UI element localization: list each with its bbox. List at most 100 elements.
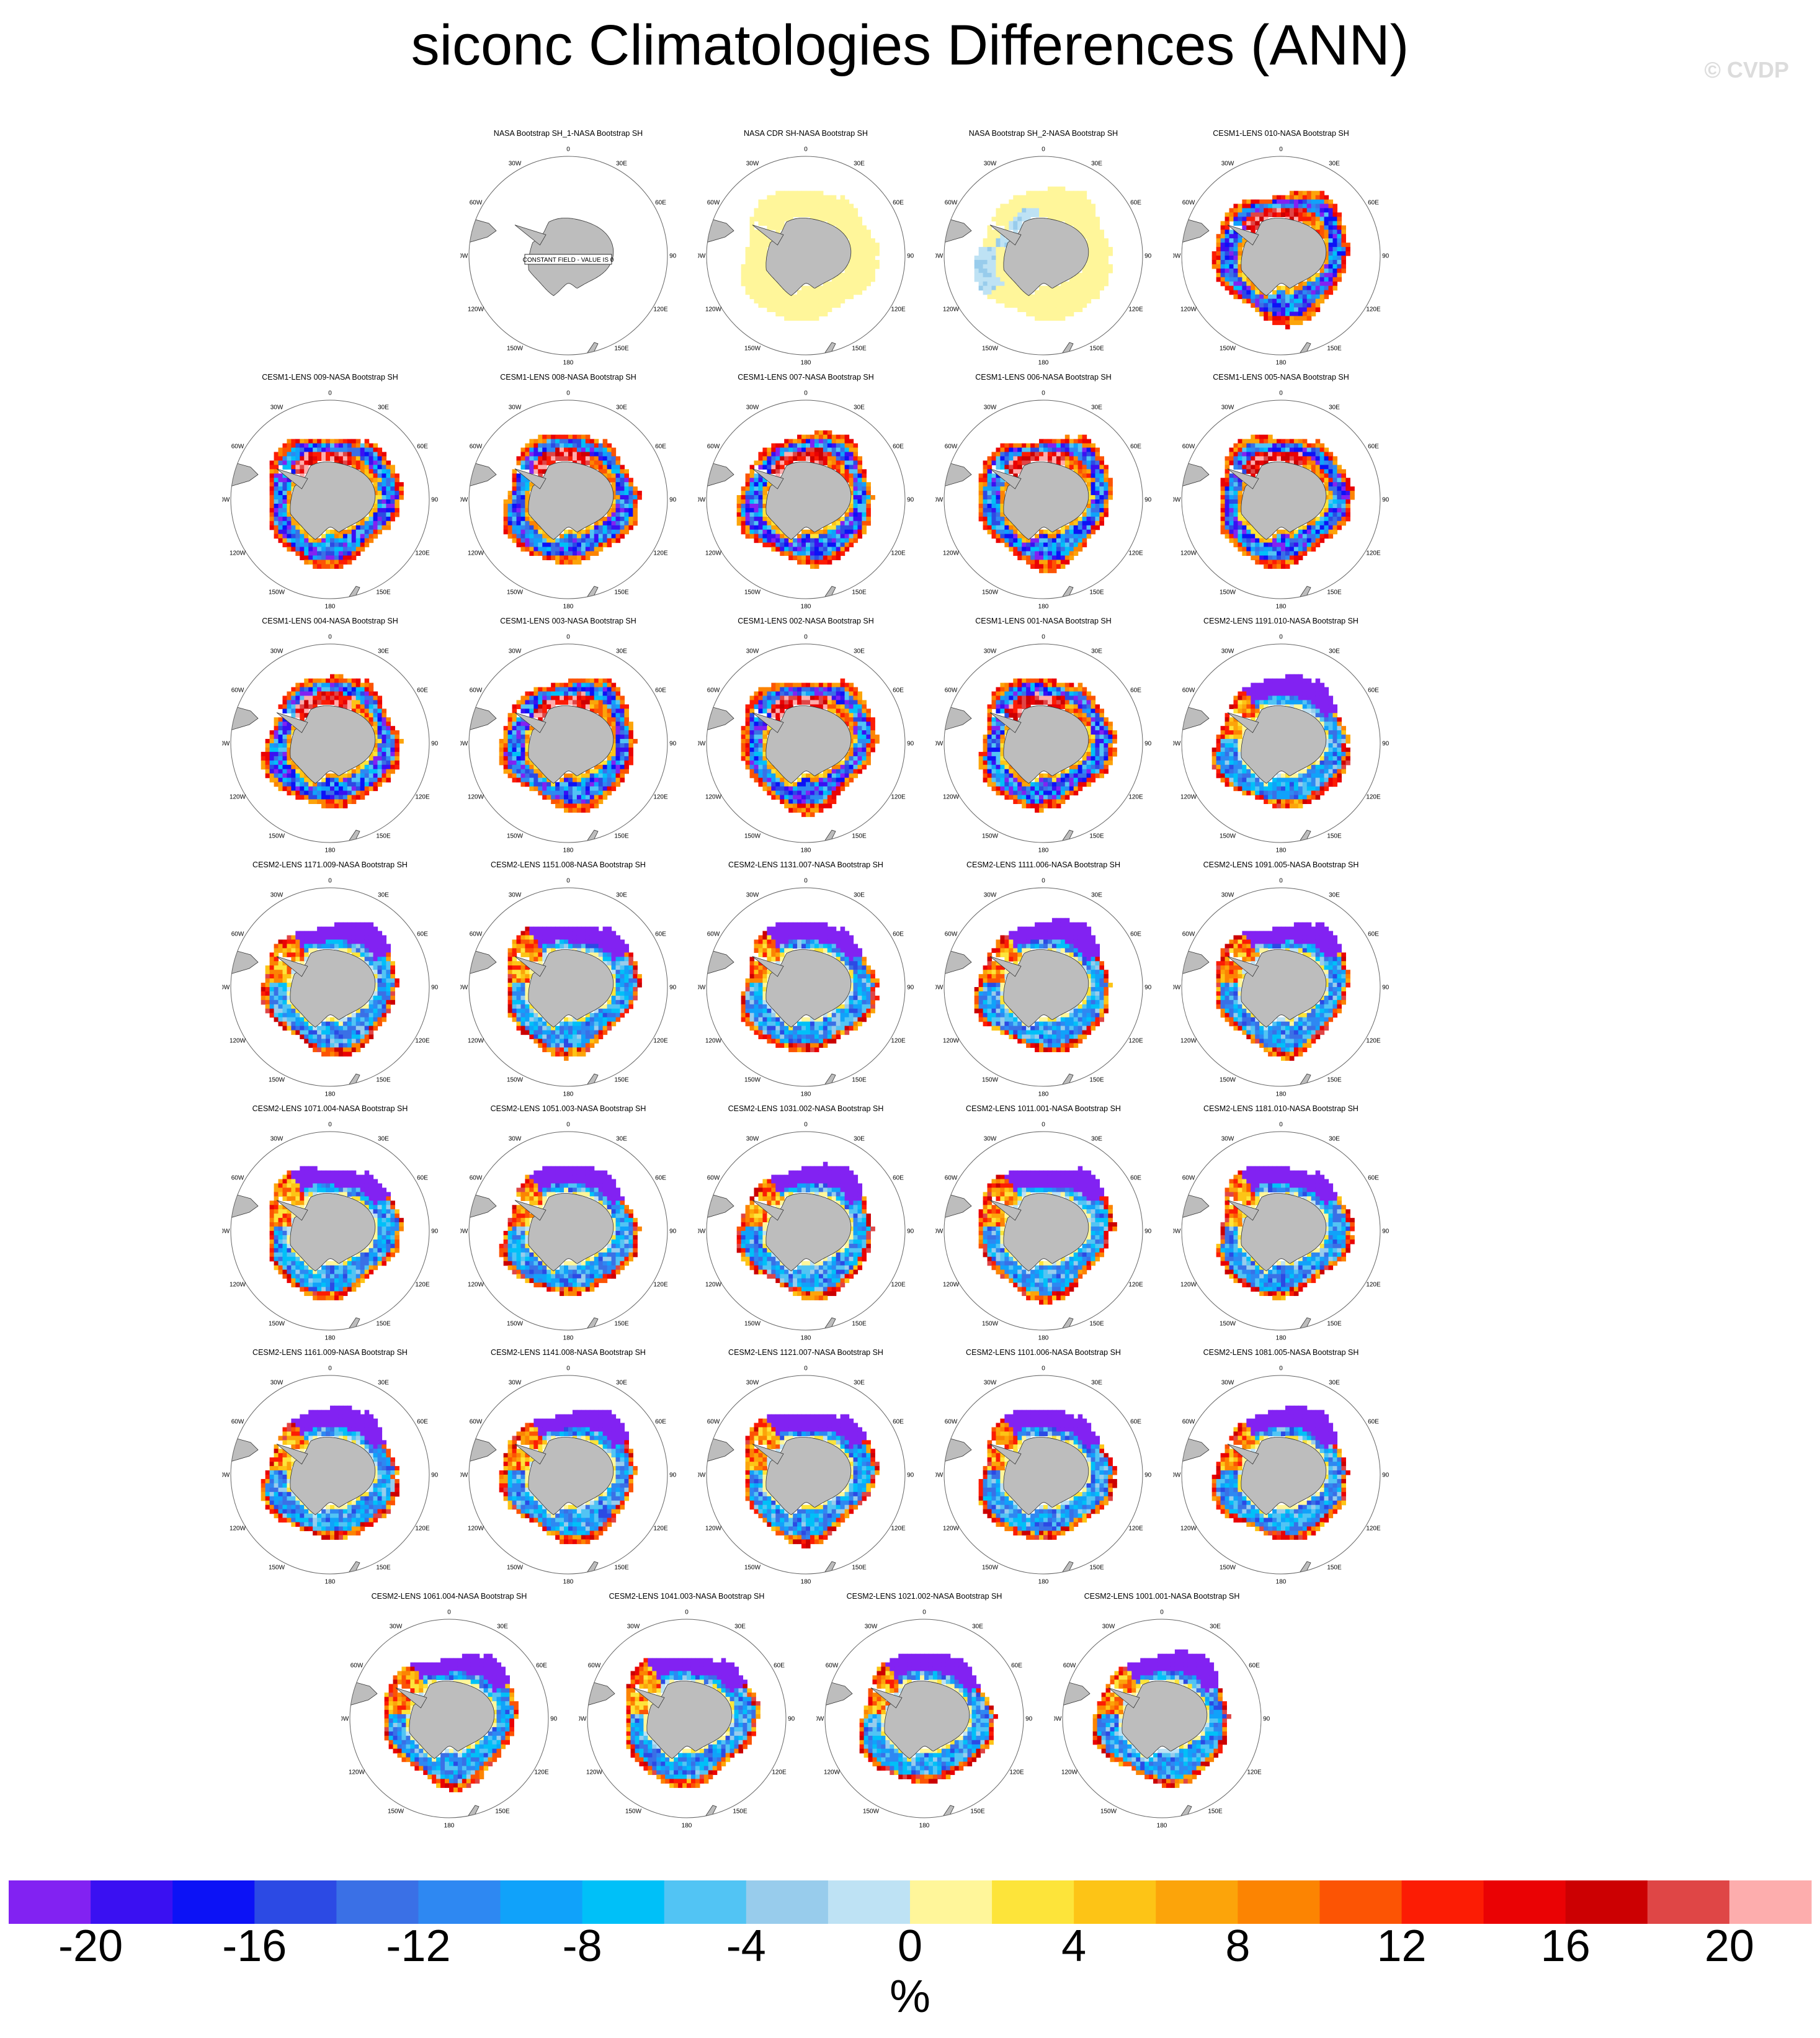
data-cell [278,503,283,509]
data-cell [857,486,863,491]
data-cell [525,751,530,757]
data-cell [304,777,309,783]
data-cell [611,534,617,539]
data-cell [806,307,811,313]
data-cell [1009,208,1014,213]
data-cell [368,478,374,483]
data-cell [395,486,399,491]
data-cell [788,199,793,205]
data-cell [377,708,383,713]
data-cell [342,542,348,548]
data-cell [1000,294,1005,300]
data-cell [784,208,789,213]
data-cell [1324,290,1329,295]
data-cell [291,452,296,457]
data-cell [624,486,629,491]
data-cell [1328,516,1334,522]
data-cell [1306,281,1312,287]
data-cell [287,529,292,535]
data-cell [1095,225,1100,230]
data-cell [395,482,399,487]
data-cell [1091,499,1096,504]
data-cell [814,294,819,300]
data-cell [507,499,513,504]
data-cell [1315,525,1321,530]
data-cell [607,443,612,449]
data-cell [576,555,582,560]
data-cell [991,281,997,287]
data-cell [1220,529,1226,535]
data-cell [844,230,850,235]
data-cell [1091,486,1096,491]
data-cell [1064,195,1070,200]
data-cell [525,691,530,697]
data-cell [287,538,292,543]
data-cell [308,795,313,800]
data-cell [806,529,811,535]
tasmania [1104,331,1112,339]
data-cell [1255,469,1260,474]
data-cell [1337,264,1342,269]
data-cell [801,212,806,217]
data-cell [364,786,370,792]
data-cell [1246,525,1251,530]
data-cell [364,465,370,470]
data-cell [784,212,789,217]
data-cell [287,495,292,500]
data-cell [628,482,633,487]
data-cell [546,456,551,461]
data-cell [767,529,772,535]
data-cell [745,521,751,526]
data-cell [564,547,569,552]
data-cell [1073,307,1079,313]
data-cell [594,443,599,449]
data-cell [321,555,326,560]
data-cell [1341,503,1346,509]
data-cell [355,542,361,548]
data-cell [317,678,322,684]
data-cell [996,538,1001,543]
data-cell [1315,452,1321,457]
data-cell [1264,298,1269,304]
data-cell [849,478,854,483]
data-cell [317,790,322,796]
data-cell [1013,551,1018,556]
data-cell [1337,512,1342,517]
data-cell [1086,247,1092,252]
data-cell [810,212,815,217]
data-cell [330,447,335,453]
data-cell [836,525,841,530]
data-cell [840,473,845,478]
data-cell [1086,516,1092,522]
data-cell [386,760,391,766]
data-cell [364,473,370,478]
data-cell [801,303,806,308]
data-cell [1268,307,1273,313]
data-cell [1238,294,1242,300]
antarctic-peninsula [1227,225,1259,246]
data-cell [598,687,604,692]
data-cell [1047,542,1053,548]
data-cell [1051,542,1057,548]
data-cell [269,473,275,478]
data-cell [1035,311,1040,316]
data-cell [844,529,850,535]
data-cell [533,764,538,770]
data-cell [381,456,387,461]
data-cell [1077,212,1083,217]
data-cell [1064,294,1070,300]
data-cell [1324,521,1329,526]
data-cell [373,516,378,522]
data-cell [1000,243,1005,248]
data-cell [788,190,793,196]
data-cell [564,700,569,705]
data-cell [1099,234,1104,239]
data-cell [1064,443,1070,449]
data-cell [555,695,560,701]
data-cell [1302,307,1308,313]
data-cell [996,460,1001,465]
data-cell [317,687,322,692]
data-cell [1082,203,1087,209]
data-cell [775,542,780,548]
data-cell [831,555,837,560]
